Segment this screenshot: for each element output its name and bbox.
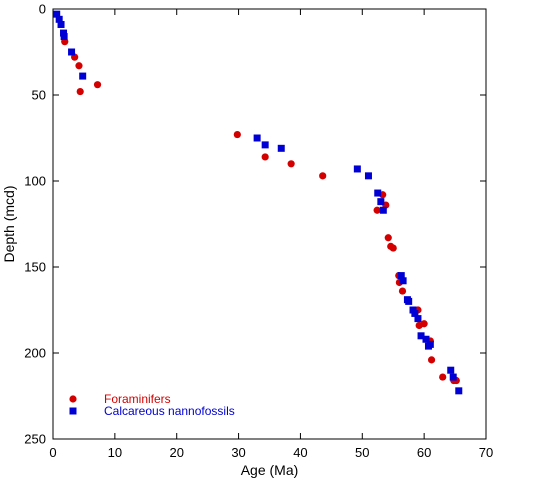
nannofossil-point <box>261 141 269 149</box>
plot-frame <box>52 8 487 440</box>
nannofossil-point <box>353 165 361 173</box>
nannofossil-point <box>253 134 261 142</box>
y-tick-label: 250 <box>24 432 46 447</box>
legend-item-calcareous-nannofossils: Calcareous nannofossils <box>69 404 235 418</box>
foraminifer-point <box>75 62 83 70</box>
y-tick-label: 0 <box>39 2 46 17</box>
nannofossil-point <box>68 48 76 56</box>
x-tick-label: 10 <box>108 445 122 460</box>
nannofossil-point <box>277 144 285 152</box>
y-tick-label: 200 <box>24 346 46 361</box>
y-tick-label: 50 <box>32 88 46 103</box>
axis-tick-labels: 0 10 20 30 40 50 60 70 0 50 100 150 200 250 <box>24 2 493 461</box>
nannofossil-point <box>57 20 65 28</box>
foraminifer-point <box>261 153 269 161</box>
y-tick-label: 100 <box>24 174 46 189</box>
x-tick-label: 60 <box>417 445 431 460</box>
foraminifer-point <box>233 130 241 139</box>
foraminifer-point <box>439 373 447 381</box>
nannofossil-point <box>447 366 455 374</box>
nannofossil-point <box>364 172 372 180</box>
legend-label-foraminifers: Foraminifers <box>104 392 171 406</box>
nannofossil-point <box>60 33 68 41</box>
nannofossil-point <box>424 342 432 350</box>
x-tick-label: 70 <box>479 445 493 460</box>
foraminifer-point <box>384 234 392 242</box>
legend-marker-foraminifers <box>69 395 77 403</box>
x-tick-label: 20 <box>169 445 183 460</box>
legend-label-calcareous-nannofossils: Calcareous nannofossils <box>104 404 235 418</box>
foraminifer-point <box>398 287 407 295</box>
legend-item-foraminifers: Foraminifers <box>69 392 171 406</box>
nannofossil-point <box>422 335 430 343</box>
foraminifer-point <box>373 206 381 214</box>
x-tick-label: 30 <box>231 445 245 460</box>
nannofossil-point <box>377 198 385 206</box>
legend: Foraminifers Calcareous nannofossils <box>69 392 235 418</box>
x-tick-label: 40 <box>293 445 307 460</box>
foraminifer-point <box>389 244 397 252</box>
nannofossil-point <box>399 277 407 285</box>
foraminifer-point <box>427 356 436 364</box>
nannofossil-point <box>379 206 387 214</box>
data-points <box>53 10 463 395</box>
x-axis-title: Age (Ma) <box>241 462 299 478</box>
nannofossil-point <box>79 72 87 80</box>
nannofossil-point <box>55 15 63 23</box>
nannofossil-point <box>449 373 457 381</box>
foraminifer-point <box>420 320 428 328</box>
nannofossil-point <box>411 309 419 317</box>
foraminifer-point <box>319 172 327 180</box>
y-tick-label: 150 <box>24 260 46 275</box>
y-axis-title: Depth (mcd) <box>1 185 17 262</box>
nannofossil-point <box>455 387 463 395</box>
x-tick-label: 0 <box>49 445 56 460</box>
nannofossil-point <box>374 189 382 197</box>
foraminifer-point <box>287 160 295 168</box>
nannofossil-point <box>414 315 422 323</box>
foraminifer-point <box>93 81 102 89</box>
nannofossil-point <box>397 272 405 280</box>
x-tick-label: 50 <box>355 445 369 460</box>
foraminifer-point <box>76 87 84 96</box>
axis-ticks <box>52 8 487 440</box>
nannofossil-point <box>417 332 425 340</box>
nannofossil-point <box>53 10 61 18</box>
nannofossil-point <box>405 297 413 305</box>
legend-marker-calcareous-nannofossils <box>69 407 77 415</box>
